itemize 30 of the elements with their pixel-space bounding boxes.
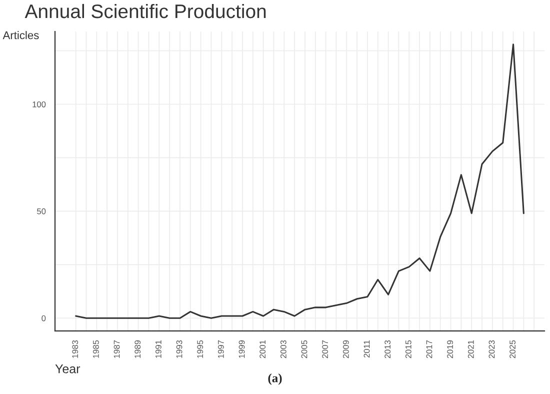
x-tick-label: 2009 <box>342 340 349 358</box>
line-series <box>75 44 524 319</box>
x-tick-label: 2007 <box>322 340 328 358</box>
x-tick-label: 1995 <box>197 340 204 358</box>
x-tick-label: 2011 <box>364 340 370 358</box>
y-tick-label: 100 <box>32 101 46 108</box>
y-tick-label: 0 <box>42 315 46 322</box>
x-tick-label: 1983 <box>72 340 78 358</box>
x-tick-label: 2019 <box>447 340 454 358</box>
x-tick-label: 1999 <box>238 340 245 358</box>
x-tick-label: 1991 <box>155 340 162 358</box>
x-tick-label: 2017 <box>426 340 432 358</box>
x-tick-label: 2001 <box>260 340 266 358</box>
x-tick-label: 2015 <box>405 340 412 358</box>
x-tick-label: 2021 <box>468 340 474 358</box>
y-axis-title: Articles <box>2 31 39 40</box>
x-axis-title: Year <box>55 364 80 374</box>
x-tick-label: 2013 <box>384 340 391 358</box>
x-tick-label: 1989 <box>134 340 141 358</box>
y-tick-label: 50 <box>37 208 46 214</box>
x-tick-label: 2023 <box>488 340 495 358</box>
x-tick-label: 2003 <box>280 340 286 358</box>
x-tick-label: 1987 <box>114 340 120 358</box>
x-tick-label: 1993 <box>176 340 182 358</box>
x-tick-label: 2025 <box>510 340 516 358</box>
x-tick-label: 1985 <box>92 340 99 358</box>
x-tick-label: 2005 <box>301 340 308 358</box>
chart-title: Annual Scientific Production <box>24 4 266 18</box>
text: (a) <box>268 374 282 385</box>
x-tick-label: 1997 <box>218 340 224 358</box>
